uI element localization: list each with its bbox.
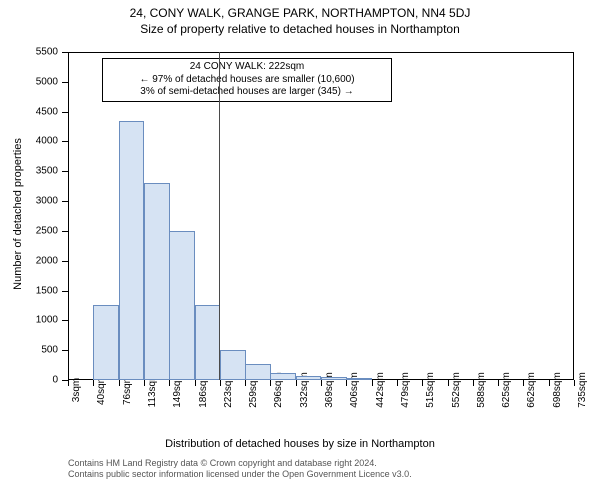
y-tick — [62, 291, 68, 292]
x-tick — [523, 380, 524, 386]
y-tick — [62, 171, 68, 172]
x-tick — [422, 380, 423, 386]
y-tick — [62, 320, 68, 321]
y-tick — [62, 112, 68, 113]
x-tick — [68, 380, 69, 386]
y-tick-label: 1000 — [0, 315, 58, 326]
x-tick — [195, 380, 196, 386]
histogram-bar — [93, 305, 119, 380]
histogram-bar — [245, 364, 271, 380]
x-tick — [549, 380, 550, 386]
annotation-box: 24 CONY WALK: 222sqm ← 97% of detached h… — [102, 58, 392, 102]
histogram-bar — [296, 376, 322, 380]
histogram-bar — [195, 305, 221, 380]
histogram-bar — [346, 378, 372, 380]
y-tick-label: 3000 — [0, 196, 58, 207]
histogram-bar — [220, 350, 246, 380]
footer-line: Contains public sector information licen… — [68, 469, 412, 480]
y-tick — [62, 82, 68, 83]
y-tick-label: 2000 — [0, 255, 58, 266]
x-tick — [296, 380, 297, 386]
x-tick — [93, 380, 94, 386]
annotation-line: 3% of semi-detached houses are larger (3… — [109, 86, 385, 99]
x-tick — [144, 380, 145, 386]
footer: Contains HM Land Registry data © Crown c… — [68, 458, 412, 481]
x-tick-label: 625sqm — [501, 372, 512, 408]
y-tick — [62, 261, 68, 262]
x-tick — [169, 380, 170, 386]
y-tick-label: 1500 — [0, 285, 58, 296]
x-tick-label: 3sqm — [71, 378, 82, 402]
annotation-line: 24 CONY WALK: 222sqm — [109, 61, 385, 74]
y-tick-label: 4500 — [0, 106, 58, 117]
histogram-bar — [169, 231, 195, 380]
axis-spine — [573, 52, 574, 380]
x-tick — [245, 380, 246, 386]
chart-container: 24, CONY WALK, GRANGE PARK, NORTHAMPTON,… — [0, 0, 600, 500]
x-tick — [473, 380, 474, 386]
footer-line: Contains HM Land Registry data © Crown c… — [68, 458, 412, 469]
y-tick-label: 0 — [0, 375, 58, 386]
x-tick — [220, 380, 221, 386]
x-tick-label: 515sqm — [425, 372, 436, 408]
x-tick-label: 442sqm — [375, 372, 386, 408]
y-tick — [62, 52, 68, 53]
y-tick-label: 4000 — [0, 136, 58, 147]
histogram-bar — [321, 377, 347, 380]
y-tick-label: 2500 — [0, 225, 58, 236]
histogram-bar — [270, 373, 296, 380]
y-axis-label: Number of detached properties — [12, 50, 24, 378]
x-tick — [448, 380, 449, 386]
x-tick-label: 662sqm — [526, 372, 537, 408]
subtitle-line: Size of property relative to detached ho… — [0, 22, 600, 38]
histogram-bar — [144, 183, 170, 380]
x-tick — [346, 380, 347, 386]
x-tick — [574, 380, 575, 386]
y-tick — [62, 201, 68, 202]
histogram-bar — [119, 121, 145, 380]
y-tick-label: 500 — [0, 345, 58, 356]
address-line: 24, CONY WALK, GRANGE PARK, NORTHAMPTON,… — [0, 6, 600, 22]
x-tick — [119, 380, 120, 386]
annotation-line: ← 97% of detached houses are smaller (10… — [109, 74, 385, 87]
y-tick-label: 5500 — [0, 47, 58, 58]
x-tick — [372, 380, 373, 386]
x-axis-label: Distribution of detached houses by size … — [0, 438, 600, 450]
y-tick-label: 5000 — [0, 76, 58, 87]
x-tick-label: 698sqm — [552, 372, 563, 408]
titles: 24, CONY WALK, GRANGE PARK, NORTHAMPTON,… — [0, 0, 600, 37]
x-tick — [498, 380, 499, 386]
reference-line — [219, 52, 220, 380]
y-tick — [62, 141, 68, 142]
axis-spine — [68, 52, 574, 53]
x-tick-label: 588sqm — [476, 372, 487, 408]
x-tick — [270, 380, 271, 386]
y-tick — [62, 231, 68, 232]
y-tick-label: 3500 — [0, 166, 58, 177]
x-tick — [397, 380, 398, 386]
x-tick-label: 735sqm — [577, 372, 588, 408]
y-tick — [62, 350, 68, 351]
x-tick-label: 552sqm — [451, 372, 462, 408]
x-tick-label: 479sqm — [400, 372, 411, 408]
x-tick — [321, 380, 322, 386]
axis-spine — [68, 52, 69, 380]
